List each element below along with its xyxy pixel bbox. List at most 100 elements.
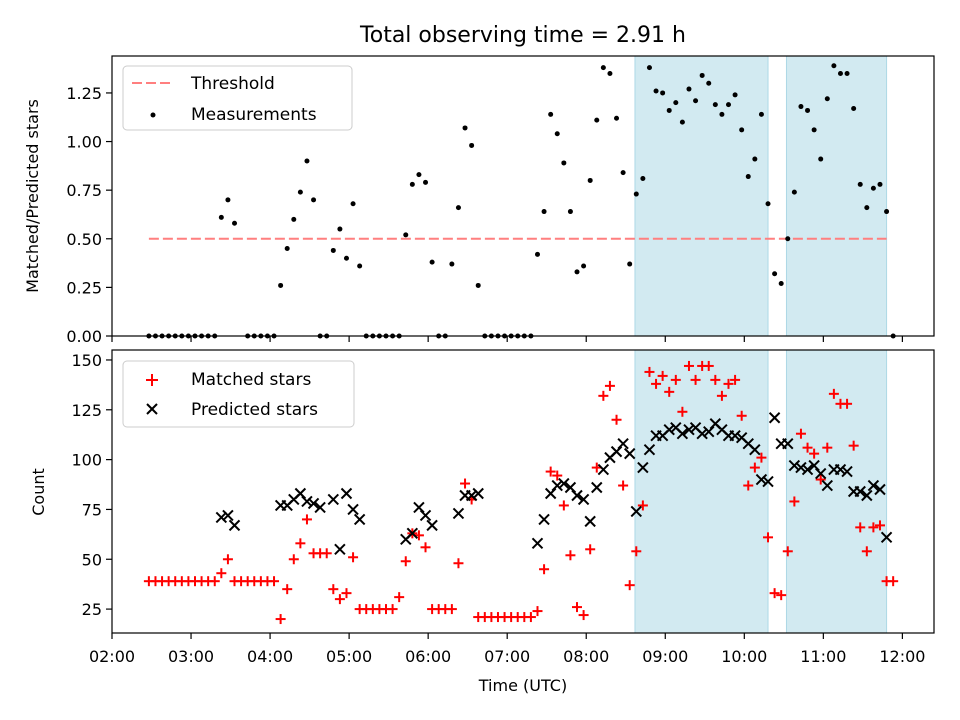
measurement-point [791,189,797,195]
matched-star-marker [743,480,754,491]
matched-star-marker [782,546,793,557]
measurement-point [607,71,613,76]
measurement-point [574,269,580,275]
predicted-marker-b [821,479,834,492]
matched-star-marker [328,584,339,595]
matched-star-marker [604,380,615,391]
predicted-marker-b [558,477,570,490]
predicted-star-marker [419,509,432,522]
bottom-axes-frame [111,349,935,634]
matched-star-marker [222,554,233,565]
predicted-star-marker [558,477,570,490]
predicted-star-marker [426,519,438,532]
shaded-span [634,349,769,634]
predicted-marker-b [749,443,761,456]
x-tick-label: 06:00 [405,647,451,666]
top-y-axis-label: Matched/Predicted stars [23,99,42,293]
matched-star-marker [657,370,668,381]
x-tick-label: 10:00 [721,647,767,666]
predicted-marker-b [472,487,484,500]
y-tick-label: 0.25 [66,278,102,297]
measurement-point [581,263,587,269]
bottom-panel: 25 50 75 100 125 150 02:00 03:00 04:00 05:00 06:0… [29,349,935,695]
matched-star-marker [756,452,767,463]
matched-star-marker [387,604,398,615]
x-tick-label: 08:00 [563,647,609,666]
matched-star-marker [683,360,694,371]
matched-star-marker [400,556,411,567]
matched-star-marker [664,386,675,397]
predicted-marker-b [861,489,873,502]
predicted-star-marker [307,497,320,510]
predicted-star-marker [663,424,675,436]
matched-star-marker [769,588,780,599]
measurement-point [870,185,876,191]
matched-star-marker [545,466,556,477]
predicted-marker-b [294,487,307,500]
measurement-point [857,181,863,187]
y-tick-label: 75 [82,500,102,519]
matched-star-marker [446,604,457,615]
predicted-star-marker [782,437,794,450]
predicted-marker-b [874,483,886,496]
predicted-star-marker [788,459,801,472]
measurement-point [864,205,870,211]
bottom-y-axis-label: Count [29,468,48,516]
predicted-star-marker [834,463,847,476]
matched-star-marker [321,548,332,559]
matched-star-marker [275,614,286,625]
measurement-point [752,156,758,162]
predicted-star-marker [755,473,768,486]
predicted-marker-b [623,447,636,460]
measurement-point [686,86,692,92]
matched-star-marker [644,366,655,377]
top-shaded-spans [634,55,888,337]
measurement-point [811,127,817,133]
y-tick-label: 1.00 [66,133,102,152]
predicted-marker-b [689,422,702,434]
predicted-star-marker [854,485,866,498]
measurement-point [350,201,356,207]
matched-star-marker [598,390,609,401]
matched-star-marker [295,538,306,549]
top-x-ticks [111,336,903,342]
predicted-marker-b [762,475,774,488]
x-tick-label: 07:00 [484,647,530,666]
measurement-point [627,261,633,267]
measurement-point [284,246,290,251]
measurement-point [653,88,659,94]
measurement-point [291,216,297,222]
measurement-point [403,232,409,238]
matched-star-marker [736,410,747,421]
measurement-point [278,282,284,288]
matched-star-marker [828,388,839,399]
y-tick-label: 1.25 [66,84,102,103]
measurement-point [726,102,731,108]
measurement-point [449,261,455,267]
measurement-point [732,92,738,98]
measurement-point [712,102,718,108]
predicted-star-marker [815,467,827,480]
predicted-marker-b [676,427,689,440]
predicted-marker-b [340,487,353,500]
predicted-star-marker [577,493,590,506]
matched-star-marker [795,428,806,439]
matched-star-marker [690,374,701,385]
matched-star-marker [874,520,885,531]
predicted-marker-b [696,427,708,440]
legend-matched-swatch [146,374,158,386]
measurement-point [304,158,310,164]
measurement-point [679,119,685,125]
x-tick-label: 02:00 [89,647,135,666]
measurement-point [844,71,850,76]
predicted-stars-points [215,412,893,556]
x-tick-label: 09:00 [642,647,688,666]
measurement-point [693,98,699,104]
measurement-point [778,281,784,286]
predicted-marker-b [222,509,234,522]
measurement-point [232,220,238,226]
matched-star-marker [348,552,359,563]
predicted-star-marker [538,513,550,526]
measurement-point [225,197,231,203]
matched-star-marker [842,398,853,409]
